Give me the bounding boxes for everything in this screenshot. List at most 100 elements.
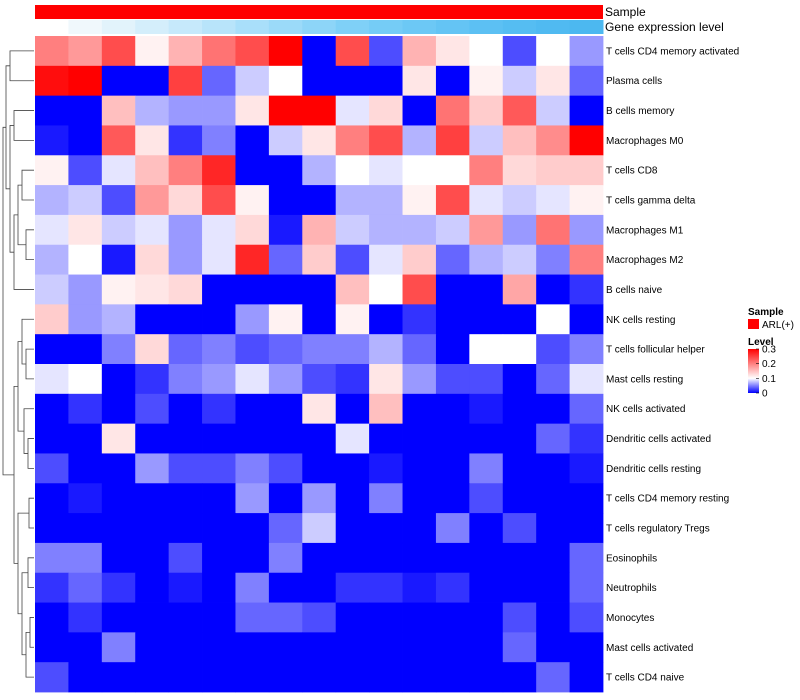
heatmap-cell — [35, 185, 69, 216]
annotation-expression-cell — [101, 20, 136, 34]
heatmap-cell — [202, 632, 236, 663]
heatmap-cell — [502, 483, 537, 514]
legend-level-title: Level — [748, 337, 774, 348]
heatmap-cell — [202, 36, 236, 67]
heatmap-cell — [502, 214, 537, 246]
heatmap-cell — [35, 393, 69, 425]
heatmap-cell — [302, 155, 337, 186]
heatmap-cell — [469, 36, 504, 67]
heatmap-cell — [202, 244, 236, 275]
heatmap-cell — [502, 542, 537, 574]
heatmap-cell — [268, 364, 303, 395]
heatmap-cell — [569, 65, 604, 97]
heatmap-cell — [402, 364, 437, 395]
heatmap-cell — [569, 334, 604, 365]
heatmap-cell — [502, 572, 537, 603]
heatmap-cell — [135, 274, 170, 305]
heatmap-cell — [335, 244, 370, 275]
heatmap-cell — [35, 364, 69, 395]
heatmap-cell — [268, 602, 303, 633]
heatmap-cell — [402, 513, 437, 544]
heatmap-cell — [68, 155, 103, 186]
heatmap-cell — [502, 334, 537, 365]
heatmap-cell — [369, 214, 403, 246]
heatmap-cell — [469, 244, 504, 275]
heatmap-cell — [536, 125, 570, 156]
heatmap-cell — [135, 542, 170, 574]
heatmap-cell — [101, 155, 136, 186]
heatmap-cell — [202, 572, 236, 603]
heatmap-cell — [235, 36, 270, 67]
heatmap-cell — [268, 155, 303, 186]
heatmap-cell — [536, 602, 570, 633]
heatmap-cell — [502, 632, 537, 663]
heatmap-cell — [469, 334, 504, 365]
heatmap-cell — [502, 393, 537, 425]
row-label: NK cells resting — [606, 315, 675, 326]
heatmap-cell — [268, 542, 303, 574]
heatmap-cell — [569, 364, 604, 395]
heatmap-cell — [502, 244, 537, 275]
row-label: Dendritic cells resting — [606, 464, 701, 475]
heatmap-cell — [536, 95, 570, 126]
heatmap-cell — [235, 453, 270, 484]
heatmap-cell — [101, 632, 136, 663]
dendrogram-branch — [21, 318, 34, 365]
heatmap-cell — [435, 125, 470, 156]
heatmap-cell — [135, 453, 170, 484]
heatmap-cell — [302, 274, 337, 305]
heatmap-cell — [68, 334, 103, 365]
heatmap-cell — [536, 36, 570, 67]
row-label: T cells CD8 — [606, 166, 658, 177]
heatmap-cell — [168, 364, 203, 395]
heatmap-cell — [469, 155, 504, 186]
heatmap-cell — [101, 423, 136, 454]
heatmap-cell — [202, 602, 236, 633]
row-label: Macrophages M2 — [606, 255, 684, 266]
heatmap-cell — [168, 95, 203, 126]
heatmap-cell — [135, 36, 170, 67]
heatmap-cell — [569, 125, 604, 156]
row-label: B cells memory — [606, 106, 674, 117]
heatmap-cell — [268, 632, 303, 663]
heatmap-cell — [268, 304, 303, 335]
heatmap-cell — [369, 334, 403, 365]
row-label: Macrophages M1 — [606, 225, 684, 236]
heatmap-cell — [235, 662, 270, 693]
heatmap-cell — [335, 572, 370, 603]
heatmap-cell — [402, 185, 437, 216]
dendrogram-branch — [13, 214, 34, 290]
heatmap-cell — [68, 542, 103, 574]
heatmap-cell — [168, 36, 203, 67]
heatmap-cell — [101, 364, 136, 395]
heatmap-cell — [335, 95, 370, 126]
heatmap-cell — [469, 453, 504, 484]
dendrogram-branch — [9, 125, 14, 253]
heatmap-cell — [101, 453, 136, 484]
heatmap-cell — [135, 244, 170, 275]
heatmap-cell — [369, 244, 403, 275]
heatmap-cell — [35, 155, 69, 186]
heatmap-cell — [402, 572, 437, 603]
heatmap-cell — [101, 572, 136, 603]
heatmap-cell — [101, 95, 136, 126]
heatmap-cell — [369, 304, 403, 335]
heatmap-cell — [135, 95, 170, 126]
heatmap-cell — [35, 453, 69, 484]
dendrogram-branch — [2, 126, 14, 476]
heatmap-cell — [402, 155, 437, 186]
heatmap-cell — [168, 244, 203, 275]
heatmap-cell — [335, 185, 370, 216]
heatmap-cell — [135, 155, 170, 186]
heatmap-cell — [101, 304, 136, 335]
heatmap-cell — [435, 393, 470, 425]
annotation-expression-cell — [202, 20, 236, 34]
heatmap-cell — [402, 483, 437, 514]
annotation-expression-cell — [335, 20, 370, 34]
heatmap-cell — [68, 304, 103, 335]
heatmap-cell — [168, 334, 203, 365]
heatmap-cell — [469, 542, 504, 574]
heatmap-cell — [435, 572, 470, 603]
heatmap-cell — [202, 185, 236, 216]
heatmap-cell — [335, 662, 370, 693]
